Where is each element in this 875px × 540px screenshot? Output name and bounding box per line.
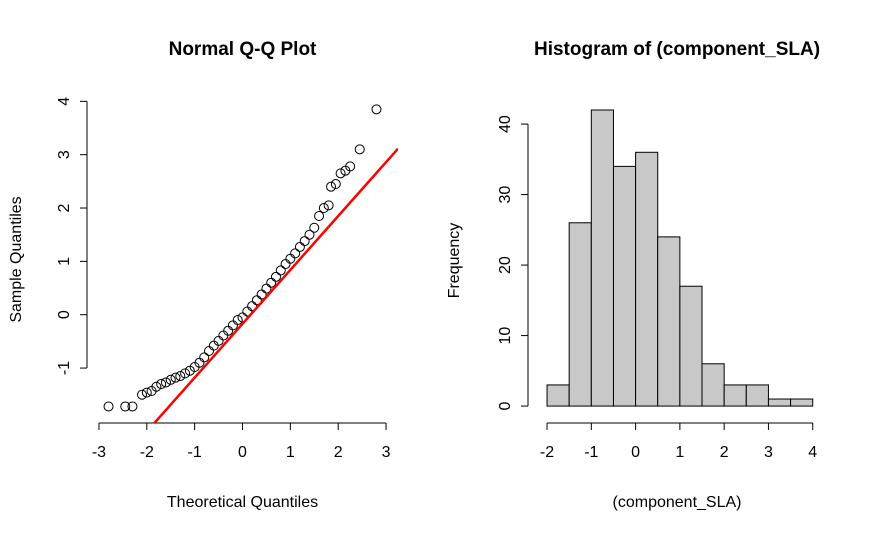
point (199, 352, 210, 363)
point (160, 377, 171, 388)
y-tick-label: 4 (56, 97, 73, 106)
y-tick-label: 10 (497, 327, 514, 345)
point (323, 200, 334, 211)
point (270, 271, 281, 282)
bar (745, 384, 769, 407)
y-tick-label: -1 (56, 361, 73, 375)
point (204, 345, 215, 356)
point (213, 335, 224, 346)
point (330, 179, 341, 190)
bar (790, 398, 814, 407)
y-tick-label: 30 (497, 186, 514, 204)
point (127, 401, 138, 412)
point (137, 389, 148, 400)
x-tick-label: -1 (188, 444, 202, 461)
point (280, 259, 291, 270)
point (275, 265, 286, 276)
bar (612, 165, 637, 407)
point (218, 330, 229, 341)
point (120, 401, 131, 412)
point (294, 241, 305, 252)
point (299, 236, 310, 247)
x-tick-label: 0 (238, 444, 247, 461)
point (175, 371, 186, 382)
point (156, 379, 167, 390)
point (103, 401, 114, 412)
y-tick-label: 20 (497, 256, 514, 274)
y-tick-label: 0 (497, 402, 514, 411)
x-tick-label: 1 (675, 444, 684, 461)
y-tick-label: 2 (56, 203, 73, 212)
x-tick-label: 3 (764, 444, 773, 461)
point (345, 161, 356, 172)
point (170, 372, 181, 383)
point (227, 320, 238, 331)
point (208, 340, 219, 351)
x-tick-label: 2 (720, 444, 729, 461)
point (354, 144, 365, 155)
bar (568, 222, 592, 407)
bar (679, 285, 703, 407)
x-tick-label: 4 (808, 444, 817, 461)
chart-title: Normal Q-Q Plot (169, 39, 317, 60)
bar (657, 236, 681, 407)
point (304, 229, 315, 240)
x-tick-label: -2 (140, 444, 154, 461)
point (318, 203, 329, 214)
bar (767, 398, 792, 407)
x-axis-label: Theoretical Quantiles (167, 494, 318, 511)
y-axis-label: Sample Quantiles (8, 196, 25, 322)
x-tick-label: 1 (286, 444, 295, 461)
x-tick-label: -3 (92, 444, 106, 461)
y-axis-label: Frequency (446, 223, 463, 299)
x-tick-label: -2 (540, 444, 554, 461)
point (232, 315, 243, 326)
y-tick-label: 40 (497, 115, 514, 133)
y-tick-label: 1 (56, 257, 73, 266)
point (266, 277, 277, 288)
point (165, 374, 176, 385)
point (151, 381, 162, 392)
bar (546, 384, 570, 407)
x-tick-label: -1 (584, 444, 598, 461)
point (326, 181, 337, 192)
x-tick-label: 0 (631, 444, 640, 461)
point (290, 248, 301, 259)
point (285, 253, 296, 264)
y-tick-label: 0 (56, 310, 73, 319)
x-tick-label: 3 (382, 444, 391, 461)
x-axis-label: (component_SLA) (613, 494, 742, 511)
point (180, 368, 191, 379)
point (309, 222, 320, 233)
chart-title: Histogram of (component_SLA) (534, 39, 820, 60)
point (314, 211, 325, 222)
bar (635, 151, 659, 407)
y-tick-label: 3 (56, 150, 73, 159)
x-tick-label: 2 (334, 444, 343, 461)
point (141, 387, 152, 398)
bar (723, 384, 747, 407)
point (223, 325, 234, 336)
bar (590, 109, 614, 407)
qq-line (152, 147, 398, 423)
point (371, 104, 382, 115)
bar (701, 363, 725, 407)
point (335, 168, 346, 179)
